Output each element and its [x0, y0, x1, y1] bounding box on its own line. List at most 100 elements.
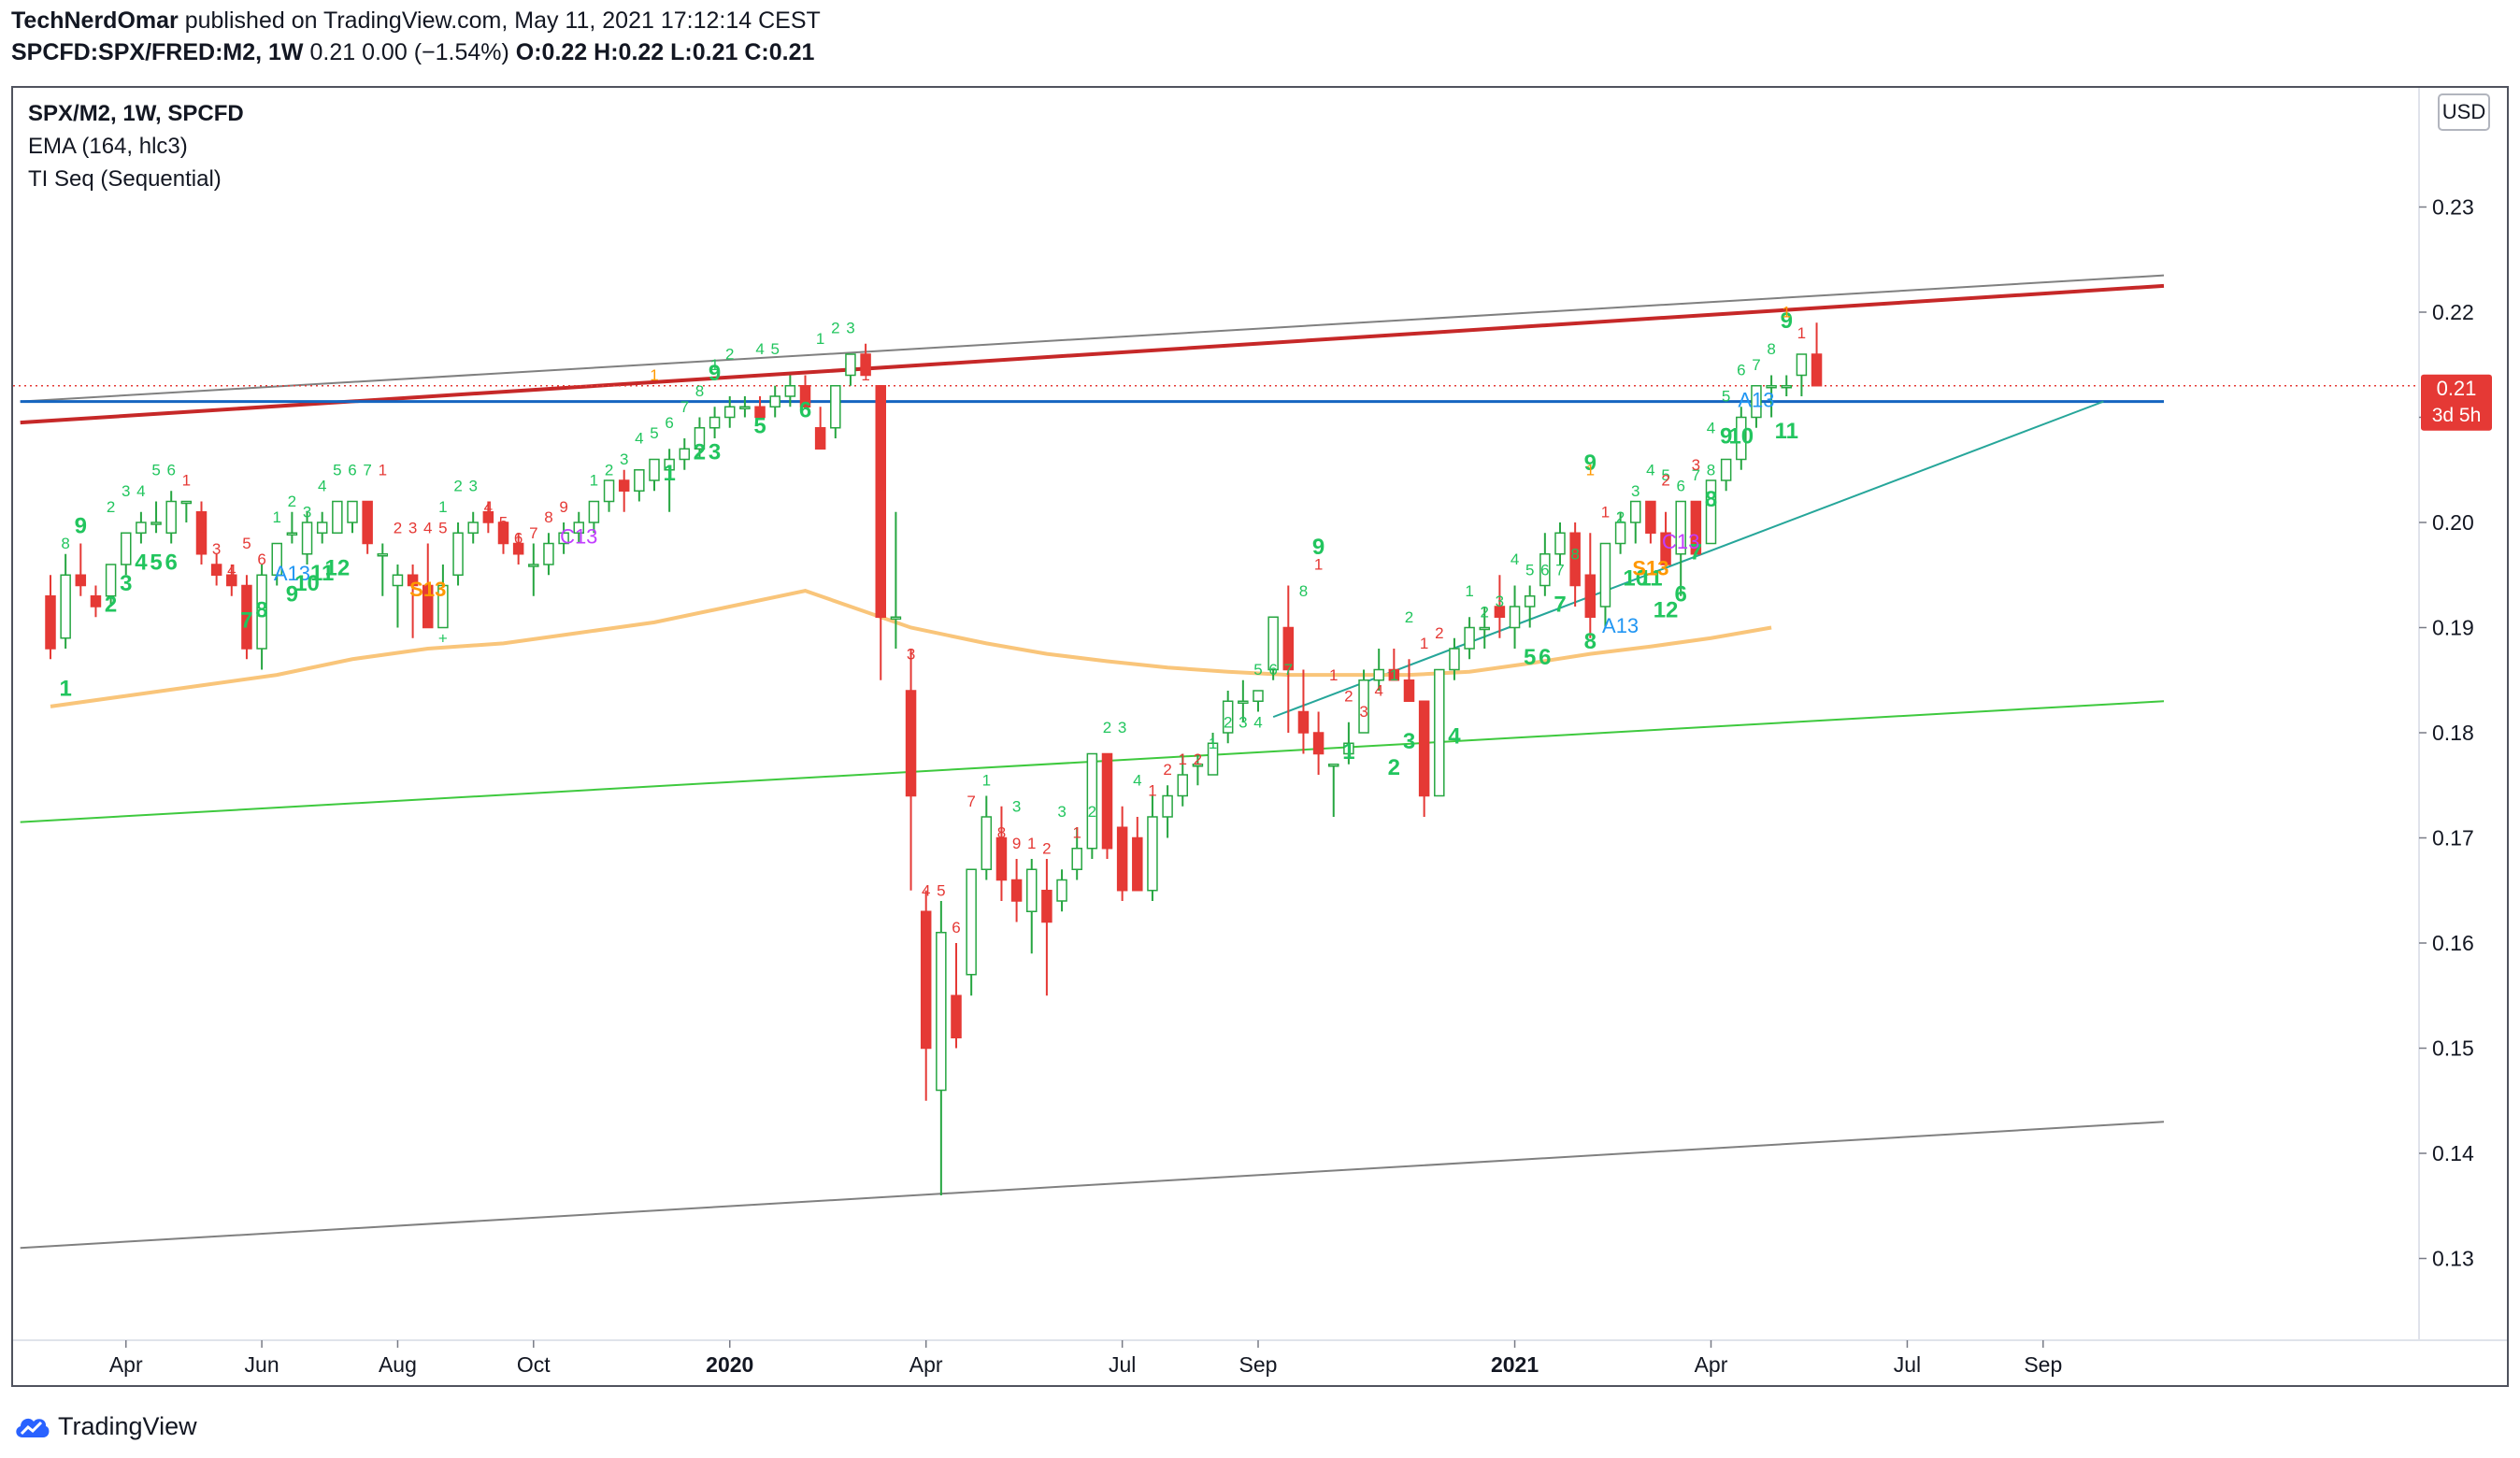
candle-body	[920, 910, 932, 1050]
sequential-label: A13	[274, 562, 310, 585]
y-tick-label: 0.15	[2432, 1036, 2474, 1061]
sequential-label: 3	[620, 450, 628, 468]
sequential-label: 4	[1646, 461, 1654, 479]
sequential-label: 2	[394, 519, 402, 536]
sequential-label: 5	[753, 413, 766, 438]
sequential-label: 3	[1359, 703, 1367, 721]
sequential-label: 1	[273, 508, 281, 526]
sequential-label: 7	[966, 793, 975, 810]
candle-body	[1539, 553, 1551, 587]
sequential-label: S13	[409, 578, 446, 601]
candle-body	[1614, 522, 1626, 545]
sequential-label: 5	[499, 514, 508, 532]
sequential-label: 8	[1584, 629, 1596, 654]
sequential-label: 1	[1209, 735, 1217, 752]
candle-body	[1584, 574, 1596, 618]
sequential-label: 5	[242, 535, 251, 552]
candle-body	[1041, 890, 1052, 923]
sequential-label: 7	[1554, 593, 1566, 618]
sequential-label: 2	[1388, 755, 1400, 780]
sequential-label: 7	[1752, 356, 1760, 374]
sequential-label: 11	[310, 561, 334, 586]
sequential-label: 5	[151, 461, 160, 479]
candle-body	[1630, 500, 1641, 523]
sequential-label: 12	[1654, 597, 1679, 622]
y-tick-label: 0.23	[2432, 195, 2474, 220]
sequential-label: 9	[1312, 535, 1324, 560]
currency-button[interactable]: USD	[2438, 93, 2490, 131]
sequential-label: 2	[1224, 713, 1232, 731]
candle-body	[679, 448, 691, 461]
candle-body	[1690, 500, 1702, 555]
sequential-label: 9	[709, 361, 721, 386]
sequential-label: 2	[605, 461, 613, 479]
candle-body	[45, 595, 56, 650]
candle-body	[981, 816, 993, 870]
sequential-label: 2	[1194, 750, 1202, 768]
candle-body	[241, 584, 252, 650]
sequential-label: 3	[120, 571, 132, 596]
tradingview-logo[interactable]: TradingView	[13, 1409, 197, 1443]
sequential-label: 5	[770, 340, 779, 358]
sequential-label: 9	[1012, 835, 1021, 852]
sequential-label: 3	[122, 482, 130, 500]
sequential-label: 6	[1268, 661, 1277, 679]
sequential-label: 3	[1239, 713, 1247, 731]
sequential-label: 1	[1797, 324, 1806, 342]
price-chart[interactable]: 0.23 0.22 0.21 0.20 0.19 0.18 0.17 0.16 0.15 0.14…	[13, 88, 2507, 1385]
candle-body	[1026, 868, 1038, 912]
sequential-label: 9	[1720, 424, 1732, 450]
sequential-label: 5	[1525, 561, 1534, 579]
candle-body	[1207, 742, 1219, 776]
legend-sequential[interactable]: TI Seq (Sequential)	[28, 166, 222, 192]
candle-body	[1373, 668, 1384, 681]
candle-body	[362, 500, 373, 545]
candle-body	[543, 542, 554, 565]
sequential-label: 10	[294, 571, 320, 596]
sequential-label: 4	[635, 430, 643, 448]
author-name[interactable]: TechNerdOmar	[11, 7, 179, 34]
candle-body	[1388, 668, 1400, 681]
sequential-label: 1	[982, 771, 991, 789]
sequential-label: 6	[665, 414, 673, 432]
candle-body	[332, 500, 343, 534]
sequential-label: 10	[1623, 566, 1648, 592]
candle-body	[1720, 458, 1732, 481]
sequential-label: 7	[1555, 561, 1564, 579]
legend-symbol[interactable]: SPX/M2, 1W, SPCFD	[28, 101, 244, 126]
trendline-channel_top	[20, 274, 2165, 403]
y-tick-label: 0.20	[2432, 510, 2474, 535]
publish-info: TechNerdOmar published on TradingView.co…	[11, 7, 821, 35]
sequential-label: 11	[1639, 566, 1662, 592]
sequential-label: 4	[1253, 713, 1262, 731]
published-text: published on TradingView.com, May 11, 20…	[184, 7, 821, 34]
candle-body	[1116, 826, 1128, 892]
x-tick-label: Apr	[109, 1352, 143, 1377]
sequential-label: 8	[255, 597, 267, 622]
sequential-label: 1	[1465, 582, 1473, 600]
sequential-label: 2	[725, 346, 734, 364]
sequential-label: 5	[438, 519, 447, 536]
sequential-label: 1	[1027, 835, 1036, 852]
sequential-label: 3	[1118, 719, 1126, 736]
sequential-label: 1	[59, 677, 71, 702]
candle-body	[377, 553, 389, 557]
sequential-label: 2	[1103, 719, 1111, 736]
sequential-label: 5	[333, 461, 341, 479]
candle-body	[814, 427, 826, 450]
candle-body	[694, 427, 706, 450]
sequential-label: 3	[1496, 593, 1504, 610]
candle-body	[1101, 752, 1113, 850]
chart-frame[interactable]: 0.23 0.22 0.21 0.20 0.19 0.18 0.17 0.16 0.15 0.14…	[11, 86, 2509, 1387]
sequential-label: 5	[1524, 645, 1536, 670]
legend-ema[interactable]: EMA (164, hlc3)	[28, 134, 188, 159]
candle-body	[603, 479, 615, 503]
symbol-info: SPCFD:SPX/FRED:M2, 1W 0.21 0.00 (−1.54%)…	[11, 39, 814, 66]
candle-body	[649, 458, 660, 481]
sequential-label: 6	[257, 550, 265, 568]
candle-body	[407, 574, 419, 587]
y-tick-label: 0.22	[2432, 300, 2474, 324]
candle-body	[1358, 679, 1369, 734]
candle-body	[1705, 479, 1717, 545]
candle-body	[875, 385, 886, 618]
